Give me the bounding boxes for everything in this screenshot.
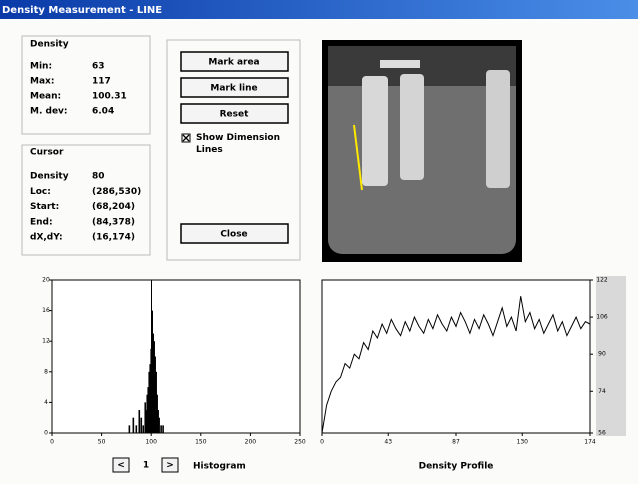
xray-image [322, 40, 522, 262]
cursor-label: End: [30, 217, 53, 227]
density-value: 117 [92, 77, 111, 87]
bar [140, 418, 142, 433]
density-label: M. dev: [30, 107, 68, 117]
x-tick-label: 100 [145, 439, 157, 446]
checkbox[interactable]: Show Dimension Lines [182, 132, 296, 158]
x-tick-label: 0 [50, 439, 54, 446]
y-tick-label: 8 [44, 368, 48, 375]
cursor-value: (286,530) [92, 187, 141, 197]
button-label: Mark line [210, 84, 257, 94]
prev-label: < [117, 461, 125, 471]
bar [162, 425, 164, 433]
cursor-value: (16,174) [92, 233, 135, 243]
cursor-title: Cursor [30, 148, 64, 158]
density-label: Mean: [30, 92, 61, 102]
density-value: 63 [92, 62, 105, 72]
y-tick-label: 56 [598, 430, 606, 437]
bar [133, 418, 135, 433]
y-tick-label: 74 [598, 388, 606, 395]
button-label: Reset [220, 110, 249, 120]
bar [138, 410, 140, 433]
cursor-label: Loc: [30, 187, 51, 197]
bar [136, 425, 138, 433]
page-number: 1 [143, 461, 149, 471]
density-title: Density [30, 40, 69, 50]
density-value: 100.31 [92, 92, 127, 102]
cursor-value: (84,378) [92, 217, 135, 227]
profile-label: Density Profile [419, 462, 494, 472]
x-tick-label: 50 [98, 439, 106, 446]
checkbox-text: Show Dimension Lines [196, 132, 296, 158]
cursor-label: dX,dY: [30, 233, 63, 243]
y-tick-label: 4 [44, 399, 48, 406]
y-tick-label: 0 [44, 430, 48, 437]
x-tick-label: 130 [517, 439, 529, 446]
histogram-plot [52, 280, 300, 433]
button-label: Close [220, 230, 247, 240]
bar [142, 425, 144, 433]
x-tick-label: 250 [294, 439, 306, 446]
x-tick-label: 150 [195, 439, 207, 446]
checkbox-label: Show Dimension Lines [196, 132, 296, 156]
button[interactable]: Close [181, 224, 288, 243]
next-button[interactable]: > [162, 458, 178, 472]
cursor-label: Start: [30, 202, 59, 212]
y-tick-label: 106 [596, 314, 608, 321]
density-label: Max: [30, 77, 54, 87]
x-tick-label: 174 [584, 439, 596, 446]
y-tick-label: 122 [596, 277, 608, 284]
x-tick-label: 0 [320, 439, 324, 446]
histogram-label: Histogram [193, 462, 246, 472]
y-tick-label: 12 [42, 338, 50, 345]
prev-button[interactable]: < [113, 458, 129, 472]
x-tick-label: 87 [452, 439, 460, 446]
button-label: Mark area [208, 58, 259, 68]
density-value: 6.04 [92, 107, 114, 117]
y-tick-label: 16 [42, 307, 50, 314]
next-label: > [166, 461, 174, 471]
bar [129, 425, 131, 433]
cursor-value: (68,204) [92, 202, 135, 212]
y-tick-label: 20 [42, 277, 50, 284]
window-title: Density Measurement - LINE [2, 5, 162, 16]
x-tick-label: 200 [245, 439, 257, 446]
bar [160, 425, 162, 433]
cursor-value: 80 [92, 172, 105, 182]
dialog-window: Density Measurement - LINE Density Curso… [0, 0, 638, 484]
bar [158, 418, 160, 433]
cursor-label: Density [30, 172, 69, 182]
y-tick-label: 90 [598, 351, 606, 358]
button[interactable]: Reset [181, 104, 288, 123]
x-tick-label: 43 [384, 439, 392, 446]
profile-plot [322, 280, 590, 433]
density-label: Min: [30, 62, 52, 72]
button[interactable]: Mark line [181, 78, 288, 97]
button[interactable]: Mark area [181, 52, 288, 71]
